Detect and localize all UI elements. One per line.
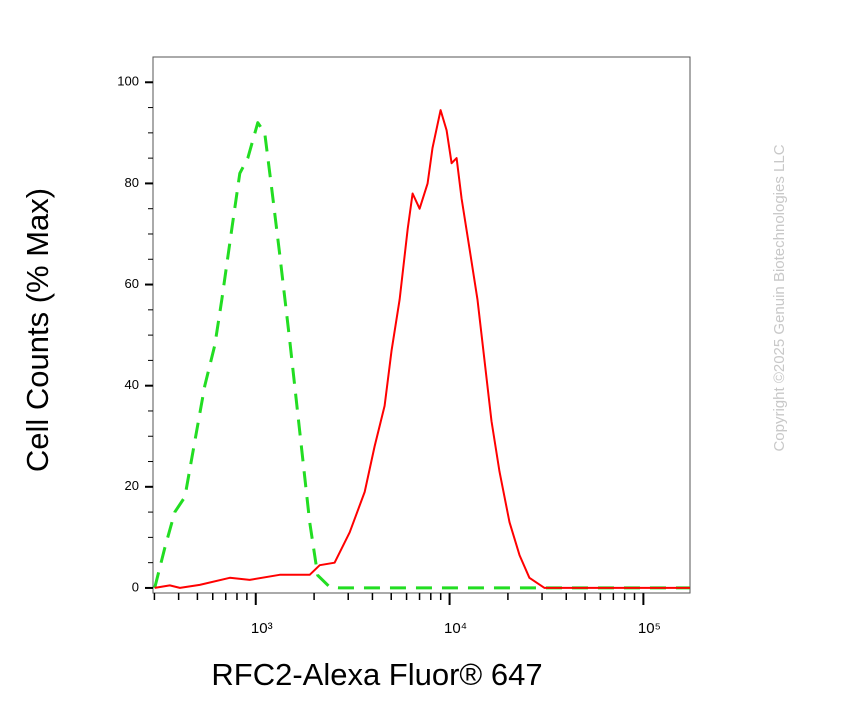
x-tick-label: 10⁵ — [638, 620, 661, 637]
x-axis-title: RFC2-Alexa Fluor® 647 — [211, 657, 542, 692]
series-line — [154, 109, 690, 589]
y-tick-label: 20 — [125, 478, 139, 493]
y-tick-label: 40 — [125, 377, 139, 392]
plot-frame — [152, 56, 691, 594]
watermark: Copyright ©2025 Genuin Biotechnologies L… — [771, 144, 788, 451]
y-tick-label: 80 — [125, 175, 139, 190]
x-tick-label: 10⁴ — [444, 620, 467, 637]
y-tick-label: 60 — [125, 276, 139, 291]
x-tick-label: 10³ — [251, 620, 273, 637]
y-tick-label: 0 — [132, 579, 139, 594]
y-tick-label: 100 — [117, 74, 139, 89]
series-line — [153, 121, 690, 590]
y-axis-title: Cell Counts (% Max) — [20, 188, 55, 472]
